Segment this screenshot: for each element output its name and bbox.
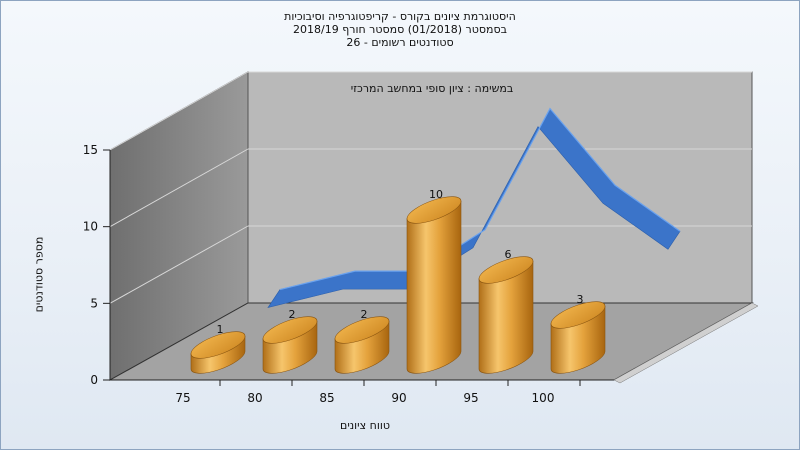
y-axis-ticks: 0 5 10 15 [83, 143, 98, 387]
gridline [109, 71, 249, 151]
y-tick-label: 10 [83, 220, 98, 234]
x-tick-label: 75 [175, 391, 190, 405]
bar [334, 316, 390, 374]
bar-top [550, 301, 606, 329]
bar-value-label: 6 [505, 248, 512, 261]
bar [478, 256, 534, 374]
gridline [109, 148, 249, 228]
bar-top [190, 331, 246, 359]
chart-subtitle: במשימה : ציון סופי במחשב המרכזי [351, 82, 514, 95]
chart-title-line-3: סטודנטים רשומים - 26 [346, 36, 454, 49]
bar [190, 331, 246, 374]
bar-value-label: 10 [429, 188, 443, 201]
x-axis-label: טווח ציונים [340, 419, 390, 432]
x-tick-label: 100 [532, 391, 555, 405]
bar-value-label: 2 [289, 308, 296, 321]
bar-top [406, 196, 462, 224]
y-tick-label: 0 [90, 373, 98, 387]
x-tick-label: 90 [391, 391, 406, 405]
bar [406, 196, 462, 374]
bar-top [262, 316, 318, 344]
bar-series: 1 2 2 10 6 3 [190, 188, 606, 374]
bar-body [478, 260, 534, 374]
bar-value-label: 3 [577, 293, 584, 306]
bar-value-label: 2 [361, 308, 368, 321]
bar-body [406, 200, 462, 374]
bar [550, 301, 606, 374]
y-axis-label: מספר סטודנטים [32, 236, 46, 313]
right-edge [613, 302, 759, 384]
bar-top [478, 256, 534, 284]
x-tick-label: 80 [247, 391, 262, 405]
y-tick-label: 15 [83, 143, 98, 157]
x-tick-label: 85 [319, 391, 334, 405]
chart-title-line-2: בסמסטר (01/2018) סמסטר חורף 2018/19 [293, 23, 507, 36]
line-series-highlight [279, 107, 681, 291]
bar-value-label: 1 [217, 323, 224, 336]
bar [262, 316, 318, 374]
bar-top [334, 316, 390, 344]
chart-title-line-1: היסטוגרמת ציונים בקורס - קריפטוגרפיה וסי… [284, 10, 516, 23]
chart-title: היסטוגרמת ציונים בקורס - קריפטוגרפיה וסי… [0, 10, 800, 49]
x-axis-ticks: 75 80 85 90 95 100 [175, 380, 581, 405]
gridline [109, 225, 249, 304]
y-tick-label: 5 [90, 296, 98, 310]
x-tick-label: 95 [463, 391, 478, 405]
